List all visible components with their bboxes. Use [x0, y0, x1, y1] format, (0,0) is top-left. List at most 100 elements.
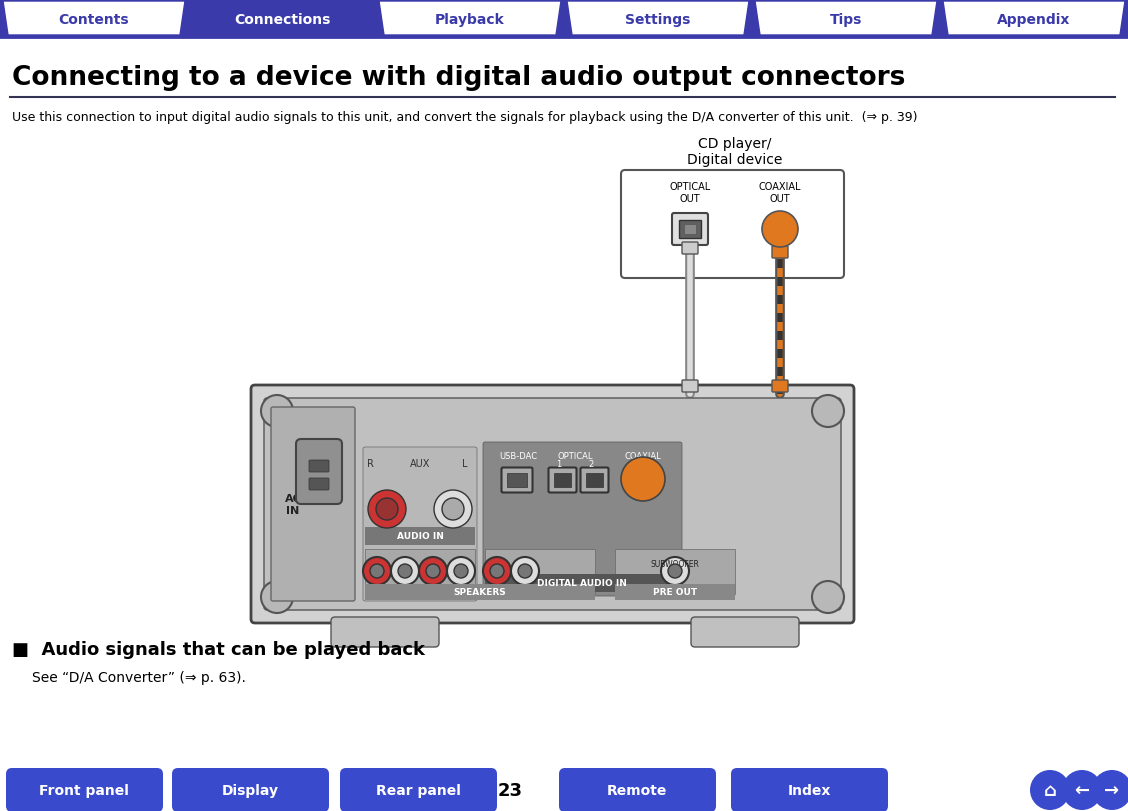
Circle shape — [447, 557, 475, 586]
Text: L: L — [462, 458, 468, 469]
Text: SPEAKERS: SPEAKERS — [453, 588, 506, 597]
Text: ■  Audio signals that can be played back: ■ Audio signals that can be played back — [12, 640, 425, 659]
Circle shape — [661, 557, 689, 586]
Text: PRE OUT: PRE OUT — [653, 588, 697, 597]
Circle shape — [434, 491, 472, 528]
FancyBboxPatch shape — [0, 0, 1128, 38]
Circle shape — [1092, 770, 1128, 810]
FancyBboxPatch shape — [365, 584, 594, 600]
Circle shape — [638, 474, 647, 484]
Text: OPTICAL: OPTICAL — [557, 452, 592, 461]
Circle shape — [376, 499, 398, 521]
Text: USB-DAC: USB-DAC — [499, 452, 537, 461]
Circle shape — [490, 564, 504, 578]
Text: Playback: Playback — [435, 13, 505, 27]
Polygon shape — [379, 2, 561, 36]
FancyBboxPatch shape — [682, 242, 698, 255]
FancyBboxPatch shape — [506, 474, 527, 487]
Text: AC
IN: AC IN — [284, 494, 301, 515]
FancyBboxPatch shape — [502, 468, 532, 493]
Circle shape — [668, 564, 682, 578]
Circle shape — [449, 505, 457, 513]
Text: CD player/
Digital device: CD player/ Digital device — [687, 137, 783, 167]
Circle shape — [442, 499, 464, 521]
FancyBboxPatch shape — [772, 247, 788, 259]
Text: 23: 23 — [497, 781, 522, 799]
Text: Settings: Settings — [625, 13, 690, 27]
Circle shape — [769, 219, 791, 241]
FancyBboxPatch shape — [622, 171, 844, 279]
FancyBboxPatch shape — [365, 527, 475, 545]
FancyBboxPatch shape — [731, 768, 888, 811]
Text: Connecting to a device with digital audio output connectors: Connecting to a device with digital audi… — [12, 65, 906, 91]
FancyBboxPatch shape — [684, 225, 696, 234]
FancyBboxPatch shape — [548, 468, 576, 493]
Text: Connections: Connections — [233, 13, 331, 27]
FancyBboxPatch shape — [772, 380, 788, 393]
Circle shape — [261, 581, 293, 613]
Circle shape — [363, 557, 391, 586]
Text: DIGITAL AUDIO IN: DIGITAL AUDIO IN — [537, 579, 627, 588]
Text: AUX: AUX — [409, 458, 430, 469]
Circle shape — [1030, 770, 1070, 810]
FancyBboxPatch shape — [682, 380, 698, 393]
Circle shape — [631, 466, 656, 492]
Text: COAXIAL
OUT: COAXIAL OUT — [759, 182, 801, 204]
FancyBboxPatch shape — [485, 574, 680, 592]
FancyBboxPatch shape — [691, 617, 799, 647]
Text: R: R — [367, 458, 373, 469]
FancyBboxPatch shape — [615, 584, 735, 600]
FancyBboxPatch shape — [271, 407, 355, 601]
Text: Appendix: Appendix — [997, 13, 1070, 27]
Circle shape — [384, 505, 391, 513]
Text: ←: ← — [1075, 781, 1090, 799]
Circle shape — [483, 557, 511, 586]
Text: OPTICAL
OUT: OPTICAL OUT — [669, 182, 711, 204]
Text: Contents: Contents — [59, 13, 130, 27]
Circle shape — [775, 225, 785, 234]
Polygon shape — [755, 2, 937, 36]
Text: 2: 2 — [589, 460, 593, 469]
FancyBboxPatch shape — [483, 443, 682, 596]
FancyBboxPatch shape — [252, 385, 854, 623]
FancyBboxPatch shape — [581, 468, 608, 493]
FancyBboxPatch shape — [485, 549, 594, 594]
Text: →: → — [1104, 781, 1120, 799]
FancyBboxPatch shape — [171, 768, 329, 811]
Text: AUDIO IN: AUDIO IN — [397, 532, 443, 541]
FancyBboxPatch shape — [6, 768, 164, 811]
Circle shape — [518, 564, 532, 578]
FancyBboxPatch shape — [365, 549, 475, 594]
Circle shape — [418, 557, 447, 586]
FancyBboxPatch shape — [296, 440, 342, 504]
Circle shape — [763, 212, 797, 247]
FancyBboxPatch shape — [679, 221, 700, 238]
Polygon shape — [567, 2, 749, 36]
Circle shape — [812, 581, 844, 613]
FancyBboxPatch shape — [559, 768, 716, 811]
Circle shape — [368, 491, 406, 528]
FancyBboxPatch shape — [672, 214, 708, 246]
FancyBboxPatch shape — [309, 461, 329, 473]
Text: Remote: Remote — [607, 783, 667, 797]
Text: Rear panel: Rear panel — [376, 783, 460, 797]
FancyBboxPatch shape — [309, 478, 329, 491]
Text: Display: Display — [221, 783, 279, 797]
FancyBboxPatch shape — [587, 474, 603, 487]
Text: Front panel: Front panel — [39, 783, 129, 797]
Text: COAXIAL: COAXIAL — [625, 452, 661, 461]
Circle shape — [398, 564, 412, 578]
Text: See “D/A Converter” (⇒ p. 63).: See “D/A Converter” (⇒ p. 63). — [32, 670, 246, 684]
Circle shape — [622, 457, 666, 501]
Text: ⌂: ⌂ — [1043, 781, 1057, 799]
Text: Use this connection to input digital audio signals to this unit, and convert the: Use this connection to input digital aud… — [12, 111, 917, 124]
Polygon shape — [191, 2, 373, 36]
Polygon shape — [943, 2, 1125, 36]
FancyBboxPatch shape — [554, 474, 571, 487]
FancyBboxPatch shape — [615, 549, 735, 594]
Polygon shape — [3, 2, 185, 36]
Text: Tips: Tips — [830, 13, 862, 27]
FancyBboxPatch shape — [363, 448, 477, 601]
Text: 1: 1 — [556, 460, 562, 469]
Text: Index: Index — [787, 783, 830, 797]
